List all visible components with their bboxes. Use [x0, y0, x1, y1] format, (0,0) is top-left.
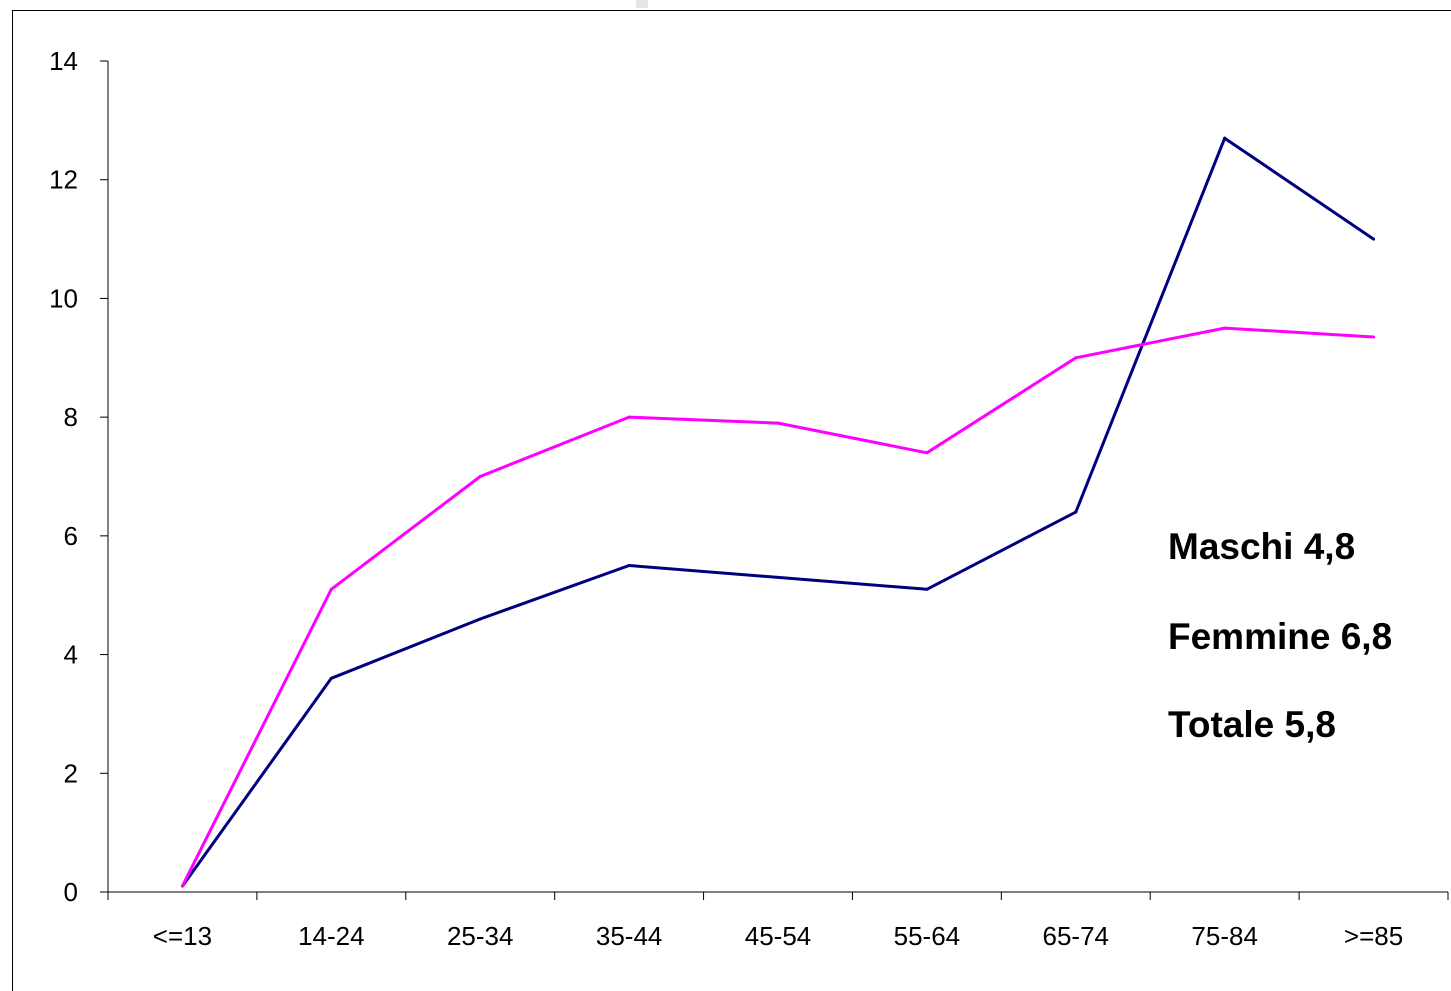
- y-tick-label: 12: [49, 165, 78, 195]
- series-1-point: [776, 421, 780, 425]
- y-axis-ticks: 0 2 4 6 8 10 12 14: [49, 46, 108, 907]
- series-1-point: [925, 451, 929, 455]
- x-tick-label: 14-24: [298, 921, 365, 951]
- annotation-maschi: Maschi 4,8: [1168, 526, 1356, 567]
- x-tick-label: 65-74: [1043, 921, 1110, 951]
- x-tick-label: >=85: [1344, 921, 1403, 951]
- y-tick-label: 2: [64, 758, 78, 788]
- x-tick-label: 55-64: [894, 921, 961, 951]
- series-1-point: [627, 415, 631, 419]
- series-1-point: [180, 884, 184, 888]
- series-0-point: [329, 676, 333, 680]
- series-0-point: [776, 575, 780, 579]
- y-tick-label: 0: [64, 877, 78, 907]
- series-lines: [180, 136, 1376, 888]
- series-0-point: [925, 587, 929, 591]
- series-0-point: [1372, 237, 1376, 241]
- series-0-point: [1074, 510, 1078, 514]
- annotation-totale: Totale 5,8: [1168, 704, 1336, 745]
- series-line-0: [181, 136, 1375, 887]
- chart-axes: [107, 61, 1448, 893]
- y-tick-label: 8: [64, 402, 78, 432]
- series-1-point: [329, 587, 333, 591]
- series-1-point: [1372, 335, 1376, 339]
- series-line-1: [181, 326, 1374, 887]
- y-tick-label: 14: [49, 46, 78, 76]
- x-tick-label: <=13: [153, 921, 212, 951]
- x-tick-label: 25-34: [447, 921, 514, 951]
- y-tick-label: 4: [64, 640, 78, 670]
- y-tick-label: 10: [49, 283, 78, 313]
- series-1-point: [1223, 326, 1227, 330]
- chart-frame: [12, 10, 1451, 991]
- series-0-point: [627, 564, 631, 568]
- x-tick-label: 35-44: [596, 921, 663, 951]
- series-1-point: [1074, 356, 1078, 360]
- series-1-point: [478, 475, 482, 478]
- series-0-point: [478, 617, 482, 621]
- y-tick-label: 6: [64, 521, 78, 551]
- title-fragment: [636, 0, 648, 8]
- x-tick-label: 75-84: [1191, 921, 1258, 951]
- x-axis-ticks: <=13 14-24 25-34 35-44 45-54 55-64 65-74 75-84 >…: [107, 892, 1449, 951]
- series-0-point: [1223, 136, 1227, 140]
- annotation-femmine: Femmine 6,8: [1168, 616, 1393, 657]
- x-tick-label: 45-54: [745, 921, 812, 951]
